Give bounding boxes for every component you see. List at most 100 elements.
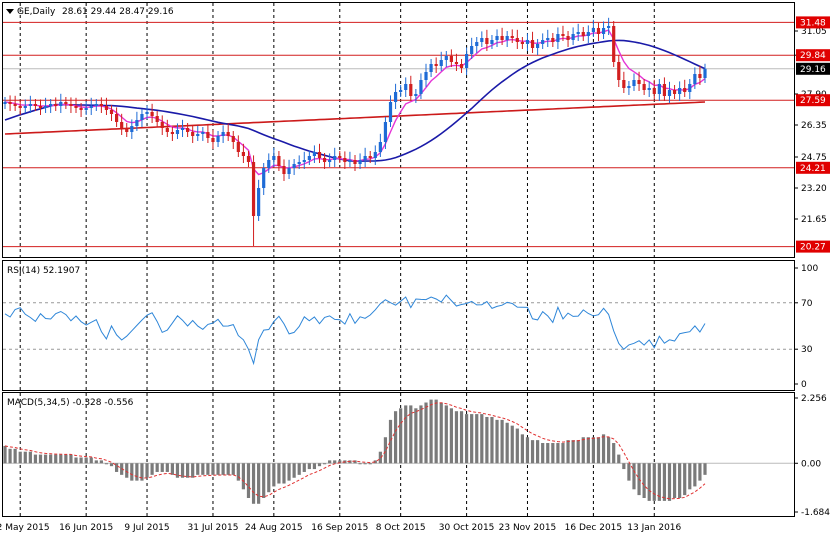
- macd-bar: [89, 457, 93, 464]
- macd-bar: [530, 440, 535, 464]
- symbol-dropdown-icon[interactable]: [6, 9, 14, 14]
- macd-bar: [155, 463, 159, 472]
- x-tick-label: 16 Sep 2015: [311, 523, 368, 533]
- candle-body: [211, 138, 215, 142]
- x-tick-label: 16 Jun 2015: [59, 523, 113, 533]
- macd-bar: [566, 440, 570, 464]
- macd-bar: [150, 463, 154, 475]
- macd-bar: [267, 463, 271, 493]
- candle-body: [353, 160, 357, 164]
- candle-body: [241, 152, 246, 156]
- macd-bar: [627, 463, 631, 481]
- macd-bar: [114, 463, 119, 472]
- macd-bar: [8, 448, 12, 464]
- macd-bar: [571, 440, 575, 464]
- candle-body: [272, 156, 276, 160]
- vertical-gridlines: [19, 3, 655, 516]
- candle-body: [500, 36, 504, 40]
- macd-bar: [404, 405, 408, 464]
- candle-body: [525, 40, 530, 44]
- macd-bar: [368, 463, 372, 465]
- candle-body: [13, 104, 17, 106]
- level-price-tag: [796, 16, 830, 29]
- macd-bar: [363, 463, 367, 465]
- candle-body: [120, 122, 124, 128]
- rsi-series: 100 70 30 0: [3, 264, 818, 390]
- candle-body: [175, 130, 180, 134]
- candle-body: [191, 132, 195, 136]
- candle-body: [69, 104, 73, 106]
- macd-bar: [180, 463, 185, 478]
- candle-body: [688, 84, 692, 92]
- macd-bar: [454, 411, 459, 464]
- macd-bar: [642, 463, 646, 498]
- price-panel-frame: [2, 2, 795, 258]
- candle-body: [667, 90, 672, 96]
- x-tick-label: 23 Nov 2015: [499, 523, 557, 533]
- macd-bar: [277, 463, 281, 484]
- macd-bar: [170, 463, 174, 475]
- candle-body: [429, 64, 433, 72]
- candle-body: [368, 156, 372, 158]
- macd-bar: [378, 451, 382, 464]
- macd-bar: [409, 405, 413, 464]
- candle-body: [657, 84, 661, 94]
- candle-body: [54, 104, 58, 106]
- macd-bar: [196, 463, 200, 475]
- macd-bar: [459, 411, 464, 464]
- candle-body: [216, 136, 220, 142]
- candle-body: [125, 128, 129, 132]
- macd-bar: [257, 463, 261, 504]
- candle-body: [28, 104, 32, 106]
- macd-bar: [581, 437, 585, 464]
- candle-body: [231, 136, 235, 142]
- macd-bar: [444, 405, 448, 464]
- macd-bar: [292, 463, 296, 478]
- candle-body: [64, 102, 68, 104]
- macd-bar: [576, 440, 580, 464]
- macd-series: 2.256 0.00 -1.684: [3, 394, 830, 518]
- candle-body: [206, 132, 210, 138]
- candle-body: [414, 94, 418, 96]
- macd-bar: [683, 463, 687, 496]
- ma-slow-line: [4, 101, 706, 135]
- candle-body: [135, 120, 139, 126]
- macd-bar: [480, 414, 484, 464]
- macd-bar: [186, 463, 190, 478]
- level-price-label: 29.84: [800, 51, 826, 61]
- macd-bar: [333, 460, 337, 464]
- candle-body: [18, 106, 22, 108]
- macd-bar: [28, 451, 32, 464]
- x-tick-label: 8 Oct 2015: [376, 523, 426, 533]
- candle-body: [196, 134, 200, 136]
- candle-body: [439, 60, 443, 66]
- candle-body: [267, 160, 271, 168]
- candle-body: [292, 164, 296, 168]
- candle-body: [38, 106, 43, 108]
- candle-body: [510, 36, 514, 38]
- axis-labels: 22 May 2015 16 Jun 2015 9 Jul 2015 31 Jul 2…: [0, 16, 830, 533]
- macd-bar: [231, 463, 235, 475]
- candle-body: [612, 26, 616, 62]
- candle-body: [333, 156, 337, 160]
- macd-bar: [536, 440, 540, 464]
- price-tick-label: 31.05: [801, 27, 827, 37]
- macd-bar: [3, 445, 7, 464]
- candle-body: [581, 32, 585, 36]
- candle-body: [464, 54, 469, 68]
- candle-body: [201, 132, 205, 134]
- macd-bar: [38, 454, 43, 464]
- macd-bar: [495, 419, 499, 464]
- macd-bar: [211, 463, 215, 475]
- candle-body: [566, 36, 570, 40]
- candle-body: [322, 158, 327, 162]
- candle-body: [576, 32, 580, 34]
- candle-body: [515, 38, 519, 42]
- macd-bar: [241, 463, 246, 490]
- macd-bar: [165, 463, 169, 472]
- candle-body: [373, 152, 377, 158]
- macd-bar: [373, 460, 377, 464]
- candle-body: [480, 38, 484, 42]
- candle-body: [150, 112, 154, 116]
